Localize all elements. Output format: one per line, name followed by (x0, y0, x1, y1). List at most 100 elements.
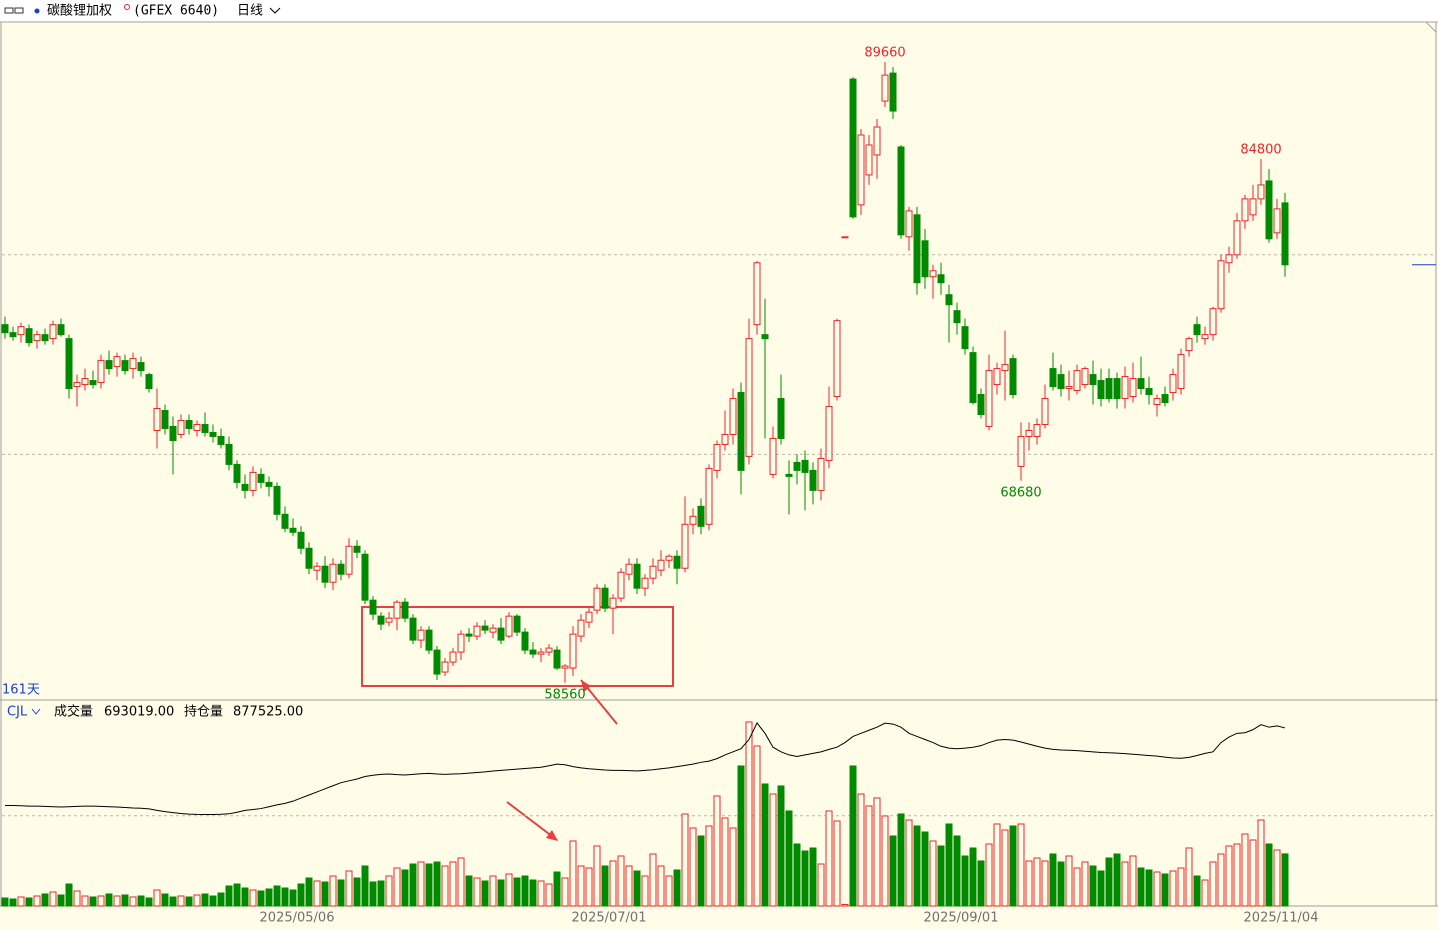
volume-bar (969, 847, 977, 907)
volume-bar (97, 895, 105, 907)
menu-icon[interactable] (4, 7, 24, 14)
candle-body (425, 629, 433, 651)
volume-bar (817, 863, 825, 907)
volume-bar (737, 765, 745, 907)
x-tick-label: 2025/07/01 (572, 911, 647, 926)
candle-body (873, 126, 881, 156)
volume-bar (729, 827, 737, 907)
volume-bar (137, 895, 145, 907)
candle-body (1225, 254, 1233, 264)
candle-body (993, 368, 1001, 386)
volume-bar (513, 877, 521, 907)
volume-bar (393, 867, 401, 907)
candle-body (1025, 429, 1033, 437)
candle-body (1097, 380, 1105, 400)
volume-bar (1041, 860, 1049, 907)
candle-body (361, 553, 369, 601)
candle-body (1169, 374, 1177, 394)
volume-bar (1145, 869, 1153, 907)
candle-body (785, 473, 793, 477)
indicator-caret[interactable] (31, 708, 41, 715)
candle-body (1081, 368, 1089, 386)
volume-bar (929, 840, 937, 907)
candle-body (1177, 354, 1185, 390)
volume-bar (1001, 829, 1009, 907)
candle-body (929, 270, 937, 278)
volume-bar (505, 873, 513, 907)
candle-body (193, 423, 201, 431)
candle-body (1137, 378, 1145, 390)
candle-body (1201, 334, 1209, 340)
high-label: 89660 (864, 45, 905, 60)
x-tick-label: 2025/09/01 (924, 911, 999, 926)
period-caret[interactable] (269, 7, 281, 14)
candle-body (977, 394, 985, 416)
candle-body (1049, 368, 1057, 388)
volume-bar (961, 855, 969, 907)
candle-body (577, 619, 585, 637)
volume-bar (345, 870, 353, 907)
volume-bar (185, 896, 193, 907)
high-label: 84800 (1240, 142, 1281, 157)
candle-body (913, 214, 921, 284)
candle-body (1001, 364, 1009, 372)
volume-bar (233, 883, 241, 907)
volume-bar (1281, 853, 1289, 907)
candle-body (25, 328, 33, 344)
icon-part (14, 7, 24, 14)
header-bar (0, 0, 1438, 22)
volume-bar (537, 880, 545, 907)
volume-bar (1273, 849, 1281, 907)
volume-bar (257, 890, 265, 907)
volume-bar (89, 896, 97, 907)
volume-bar (473, 877, 481, 907)
candle-body (217, 435, 225, 445)
volume-bar (105, 893, 113, 907)
indicator-name[interactable]: CJL (7, 705, 28, 720)
volume-bar (593, 845, 601, 907)
arrow-line (506, 801, 558, 841)
period-selector[interactable]: 日线 (237, 4, 263, 19)
volume-bar (169, 896, 177, 907)
candle-body (1105, 378, 1113, 400)
candle-body (337, 563, 345, 575)
candle-body (609, 597, 617, 609)
volume-bar (369, 881, 377, 907)
candle-body (145, 374, 153, 390)
corner-mark (1425, 21, 1437, 33)
volume-bar (193, 894, 201, 907)
volume-bar (1257, 819, 1265, 907)
icon-part (4, 7, 14, 14)
candle-body (1113, 378, 1121, 400)
volume-bar (1033, 857, 1041, 907)
volume-bar (945, 823, 953, 907)
candle-body (17, 326, 25, 336)
candle-body (313, 565, 321, 571)
volume-bar (497, 879, 505, 907)
volume-bar (217, 892, 225, 907)
volume-bar (417, 861, 425, 907)
volume-bar (913, 825, 921, 907)
candle-body (897, 146, 905, 236)
volume-bar (49, 891, 57, 907)
volume-bar (785, 810, 793, 907)
candle-body (433, 649, 441, 675)
volume-bar (289, 889, 297, 907)
candle-body (697, 505, 705, 527)
candle-body (441, 661, 449, 673)
candle-body (889, 72, 897, 112)
candle-body (1281, 202, 1289, 266)
volume-bar (1105, 857, 1113, 907)
volume-bar (1177, 867, 1185, 907)
volume-bar (329, 875, 337, 907)
volume-bar (401, 869, 409, 907)
candle-body (1273, 208, 1281, 234)
volume-bar (1017, 823, 1025, 907)
volume-bar (745, 721, 753, 907)
volume-bar (713, 795, 721, 907)
volume-bar (465, 875, 473, 907)
candle-body (953, 310, 961, 324)
volume-bar (129, 896, 137, 907)
candle-body (289, 527, 297, 533)
volume-bar (145, 897, 153, 907)
